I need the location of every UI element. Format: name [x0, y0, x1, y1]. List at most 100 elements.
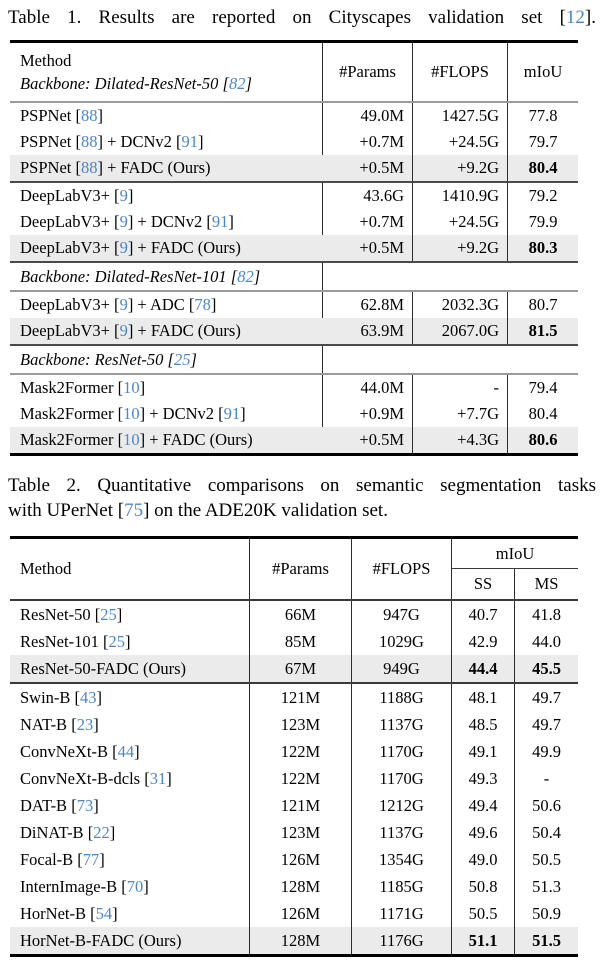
- ms-cell: 50.4: [532, 822, 561, 842]
- citation-link[interactable]: 54: [95, 903, 113, 923]
- method-cell: NAT-B [23]: [10, 711, 250, 738]
- citation-link[interactable]: 43: [80, 687, 97, 707]
- citation-link[interactable]: 91: [181, 132, 199, 151]
- citation-link[interactable]: 9: [119, 212, 128, 231]
- citation-link[interactable]: 31: [149, 768, 167, 788]
- method-cell: Focal-B [77]: [10, 846, 250, 873]
- ms-cell: -: [543, 768, 550, 788]
- citation-link[interactable]: 25: [173, 349, 191, 369]
- method-text: ]: [109, 822, 116, 842]
- method-cell: Mask2Former [10] + DCNv2 [91]: [10, 401, 323, 427]
- method-cell: ConvNeXt-B [44]: [10, 738, 250, 765]
- table-row: Swin-B [43] 121M 1188G 48.1 49.7: [10, 684, 578, 711]
- citation-link[interactable]: 23: [76, 714, 94, 734]
- method-text: PSPNet [: [20, 132, 81, 151]
- caption-table1: Table 1. Results are reported on Citysca…: [8, 7, 596, 29]
- ms-cell: 49.9: [532, 741, 561, 761]
- citation-link[interactable]: 44: [117, 741, 135, 761]
- flops-cell: 949G: [352, 655, 452, 682]
- table-row: DAT-B [73] 121M 1212G 49.4 50.6: [10, 792, 578, 819]
- citation-link[interactable]: 77: [82, 849, 100, 869]
- citation-link[interactable]: 91: [223, 404, 241, 423]
- method-column-header: Method: [10, 539, 250, 599]
- ms-cell: 45.5: [532, 658, 561, 678]
- method-text: DAT-B [: [20, 795, 77, 815]
- ss-cell: 50.5: [452, 900, 515, 927]
- flops-cell: 2067.0G: [413, 318, 508, 344]
- params-cell: +0.7M: [323, 209, 413, 235]
- table1-group-resnet101: DeepLabV3+ [9] + ADC [78] 62.8M 2032.3G …: [10, 290, 578, 344]
- method-cell: DeepLabV3+ [9] + FADC (Ours): [10, 235, 323, 261]
- method-text: ]: [139, 378, 146, 397]
- citation-link[interactable]: 73: [76, 795, 94, 815]
- table-row: ConvNeXt-B-dcls [31] 122M 1170G 49.3 -: [10, 765, 578, 792]
- method-cell: Mask2Former [10] + FADC (Ours): [10, 427, 323, 453]
- backbone-text: ]: [245, 74, 252, 93]
- ms-cell: 50.5: [532, 849, 561, 869]
- citation-link[interactable]: 10: [123, 378, 140, 397]
- citation-link[interactable]: 88: [80, 158, 98, 177]
- citation-link[interactable]: 91: [211, 212, 229, 231]
- citation-link[interactable]: 25: [108, 631, 125, 651]
- method-cell: ResNet-50-FADC (Ours): [10, 655, 250, 682]
- ss-cell: 42.9: [452, 628, 515, 655]
- params-cell: 126M: [250, 900, 352, 927]
- params-cell: 122M: [250, 738, 352, 765]
- citation-link[interactable]: 10: [123, 404, 140, 423]
- method-cell: PSPNet [88] + FADC (Ours): [10, 155, 323, 181]
- ms-cell: 50.6: [532, 795, 561, 815]
- backbone-header-label: Backbone: Dilated-ResNet-50 [82]: [20, 72, 252, 95]
- method-text: InternImage-B [: [20, 876, 127, 896]
- table-row: Mask2Former [10] + DCNv2 [91] +0.9M +7.7…: [10, 401, 578, 427]
- caption-text: Table 2. Quantitative comparisons on sem…: [8, 475, 596, 496]
- params-cell: 62.8M: [323, 292, 413, 318]
- citation-link[interactable]: 88: [80, 132, 98, 151]
- flops-cell: 1427.5G: [413, 103, 508, 129]
- table-row-highlighted: DeepLabV3+ [9] + FADC (Ours) +0.5M +9.2G…: [10, 235, 578, 261]
- table1-group-mask2former: Mask2Former [10] 44.0M - 79.4 Mask2Forme…: [10, 373, 578, 453]
- flops-cell: 947G: [352, 601, 452, 628]
- citation-link[interactable]: 9: [119, 295, 128, 314]
- method-text: ]: [93, 795, 99, 815]
- params-column-header: #Params: [323, 43, 413, 101]
- citation-link[interactable]: 9: [119, 321, 128, 340]
- ss-cell: 48.1: [452, 684, 515, 711]
- citation-link[interactable]: 70: [126, 876, 144, 896]
- table-row-highlighted: Mask2Former [10] + FADC (Ours) +0.5M +4.…: [10, 427, 578, 453]
- table-row: NAT-B [23] 123M 1137G 48.5 49.7: [10, 711, 578, 738]
- method-cell: InternImage-B [70]: [10, 873, 250, 900]
- table-row: PSPNet [88] + DCNv2 [91] +0.7M +24.5G 79…: [10, 129, 578, 155]
- citation-link[interactable]: 88: [80, 106, 98, 125]
- flops-cell: 1410.9G: [413, 183, 508, 209]
- ms-cell: 44.0: [532, 631, 561, 651]
- table2-group-resnet: ResNet-50 [25] 66M 947G 40.7 41.8 ResNet…: [10, 599, 578, 682]
- citation-link[interactable]: 82: [228, 74, 246, 93]
- table-row: ResNet-50 [25] 66M 947G 40.7 41.8: [10, 601, 578, 628]
- citation-link[interactable]: 9: [119, 186, 128, 205]
- method-cell: Swin-B [43]: [10, 684, 250, 711]
- backbone-label: Backbone: ResNet-50 [25]: [10, 346, 323, 373]
- citation-link[interactable]: 10: [123, 430, 140, 449]
- citation-link[interactable]: 75: [124, 500, 144, 521]
- params-column-header: #Params: [250, 539, 352, 599]
- backbone-row: Backbone: Dilated-ResNet-101 [82]: [10, 261, 578, 290]
- citation-link[interactable]: 22: [93, 822, 110, 842]
- citation-link[interactable]: 9: [119, 238, 128, 257]
- citation-link[interactable]: 25: [100, 604, 117, 624]
- backbone-text: ]: [190, 349, 197, 369]
- citation-link[interactable]: 78: [194, 295, 211, 314]
- flops-cell: 1176G: [352, 927, 452, 954]
- method-text: ] + FADC (Ours): [139, 430, 253, 449]
- miou-cell: 77.8: [528, 106, 558, 125]
- flops-cell: 1354G: [352, 846, 452, 873]
- method-text: ]: [228, 212, 234, 231]
- params-cell: +0.5M: [323, 155, 413, 181]
- flops-cell: +7.7G: [413, 401, 508, 427]
- citation-link[interactable]: 82: [237, 266, 254, 286]
- method-text: ]: [240, 404, 246, 423]
- citation-link[interactable]: 12: [565, 7, 585, 28]
- table-row-highlighted: ResNet-50-FADC (Ours) 67M 949G 44.4 45.5: [10, 655, 578, 682]
- ss-cell: 49.1: [452, 738, 515, 765]
- ss-cell: 44.4: [452, 655, 515, 682]
